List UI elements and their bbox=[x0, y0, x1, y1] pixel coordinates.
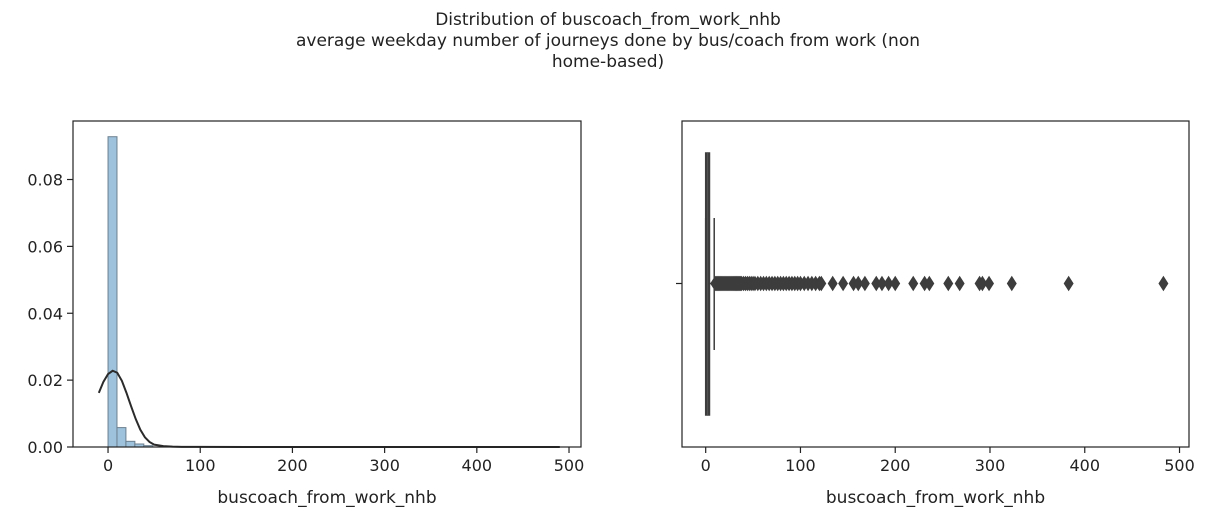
y-tick-label: 0.02 bbox=[27, 371, 63, 390]
outlier-point bbox=[827, 275, 838, 292]
x-tick-label: 400 bbox=[462, 456, 493, 475]
y-tick-label: 0.08 bbox=[27, 171, 63, 190]
outlier-point bbox=[883, 275, 894, 292]
outlier-point bbox=[876, 275, 887, 292]
figure-title: Distribution of buscoach_from_work_nhb a… bbox=[0, 10, 1216, 73]
outlier-point bbox=[890, 275, 901, 292]
y-tick-label: 0.06 bbox=[27, 237, 63, 256]
x-axis-label: buscoach_from_work_nhb bbox=[826, 488, 1045, 508]
figure-title-line-2: average weekday number of journeys done … bbox=[295, 31, 921, 51]
figure-title-line-3: home-based) bbox=[551, 52, 665, 72]
x-tick-label: 400 bbox=[1069, 456, 1100, 475]
histogram-bar bbox=[107, 136, 118, 448]
x-tick-label: 500 bbox=[554, 456, 585, 475]
y-tick-label: 0.04 bbox=[27, 304, 63, 323]
outlier-point bbox=[943, 275, 954, 292]
outlier-point bbox=[984, 275, 995, 292]
outlier-point bbox=[954, 275, 965, 292]
outlier-point bbox=[1006, 275, 1017, 292]
outlier-point bbox=[1063, 275, 1074, 292]
outlier-point bbox=[859, 275, 870, 292]
kde-line bbox=[97, 369, 560, 448]
outlier-point bbox=[908, 275, 919, 292]
x-tick-label: 0 bbox=[701, 456, 711, 475]
x-tick-label: 100 bbox=[785, 456, 816, 475]
x-tick-label: 500 bbox=[1164, 456, 1195, 475]
x-tick-label: 300 bbox=[975, 456, 1006, 475]
y-tick-label: 0.00 bbox=[27, 438, 63, 457]
outlier-point bbox=[853, 275, 864, 292]
x-tick-label: 100 bbox=[185, 456, 216, 475]
x-tick-label: 300 bbox=[369, 456, 400, 475]
outlier-point bbox=[924, 275, 935, 292]
outlier-point bbox=[977, 275, 988, 292]
outlier-point bbox=[1158, 275, 1169, 292]
outlier-point bbox=[816, 275, 827, 292]
x-tick-label: 200 bbox=[277, 456, 308, 475]
x-tick-label: 0 bbox=[103, 456, 113, 475]
histogram-bar bbox=[125, 440, 136, 448]
outlier-point bbox=[838, 275, 849, 292]
boxplot-panel: 0 100 200 300 400 500 buscoach_from_work_nhb bbox=[676, 120, 1195, 508]
x-tick-label: 200 bbox=[880, 456, 911, 475]
histogram-bar bbox=[116, 427, 127, 448]
figure-title-line-1: Distribution of buscoach_from_work_nhb bbox=[435, 10, 781, 30]
histogram-panel: 0 100 200 300 400 500 0.00 0.02 0.04 0.06 0.08 busc… bbox=[27, 120, 585, 508]
histogram-frame bbox=[72, 120, 582, 448]
x-axis-label: buscoach_from_work_nhb bbox=[217, 488, 436, 508]
